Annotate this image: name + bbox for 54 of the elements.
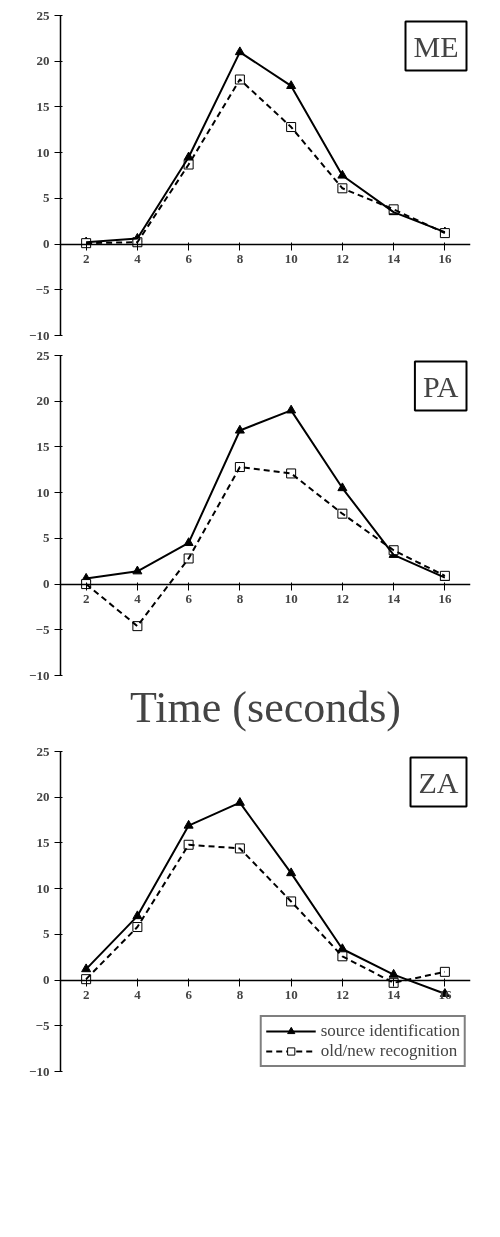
y-tick-label: 0: [43, 576, 50, 592]
text: PA: [422, 369, 459, 403]
x-axis-title: Time (seconds): [130, 682, 401, 732]
x-tick-label: 16: [438, 251, 452, 267]
y-tick-label: −5: [35, 621, 50, 637]
y-tick-label: 20: [36, 789, 50, 805]
y-tick-label: 25: [36, 7, 50, 23]
x-tick-label: 16: [438, 987, 452, 1003]
text: ME: [413, 29, 459, 63]
y-tick-label: 10: [36, 484, 50, 500]
x-tick-label: 8: [236, 987, 244, 1003]
x-tick-label: 10: [284, 251, 298, 267]
x-tick-label: 14: [387, 987, 401, 1003]
x-tick-label: 2: [82, 591, 90, 607]
x-tick-label: 14: [387, 251, 401, 267]
x-tick-label: 4: [134, 987, 142, 1003]
y-tick-label: 20: [36, 53, 50, 69]
x-tick-label: 6: [185, 251, 193, 267]
x-tick-label: 12: [335, 987, 349, 1003]
x-tick-label: 8: [236, 251, 244, 267]
x-tick-label: 6: [185, 591, 193, 607]
x-tick-label: 6: [185, 987, 193, 1003]
x-tick-label: 4: [134, 251, 142, 267]
y-tick-label: 0: [43, 236, 50, 252]
y-tick-label: 15: [36, 98, 50, 114]
x-tick-label: 4: [134, 591, 142, 607]
y-tick-label: −5: [35, 1017, 50, 1033]
y-tick-label: 10: [36, 144, 50, 160]
y-tick-label: 5: [43, 530, 50, 546]
x-tick-label: 8: [236, 591, 244, 607]
y-tick-label: 25: [36, 347, 50, 363]
legend-label: old/new recognition: [320, 1041, 458, 1061]
y-tick-label: 10: [36, 880, 50, 896]
y-tick-label: 5: [43, 190, 50, 206]
x-tick-label: 10: [284, 591, 298, 607]
y-tick-label: −10: [29, 327, 50, 343]
legend-label: source identification: [320, 1021, 460, 1041]
x-tick-label: 2: [82, 251, 90, 267]
x-tick-label: 16: [438, 591, 452, 607]
y-tick-label: 20: [36, 393, 50, 409]
y-tick-label: 0: [43, 972, 50, 988]
y-tick-label: −10: [29, 1063, 50, 1079]
x-tick-label: 12: [335, 251, 349, 267]
y-tick-label: 25: [36, 743, 50, 759]
y-tick-label: 15: [36, 834, 50, 850]
x-tick-label: 14: [387, 591, 401, 607]
x-tick-label: 10: [284, 987, 298, 1003]
x-tick-label: 2: [82, 987, 90, 1003]
y-tick-label: 15: [36, 438, 50, 454]
y-tick-label: −10: [29, 667, 50, 683]
x-tick-label: 12: [335, 591, 349, 607]
text: ZA: [418, 765, 459, 799]
y-tick-label: 5: [43, 926, 50, 942]
y-tick-label: −5: [35, 281, 50, 297]
